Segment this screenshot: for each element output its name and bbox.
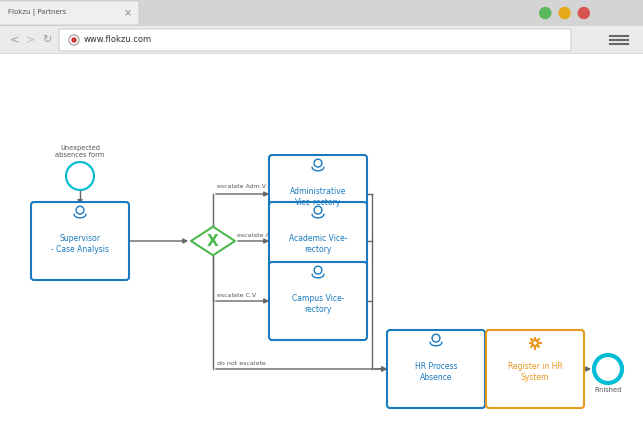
Text: Flokzu | Partners: Flokzu | Partners — [8, 9, 66, 17]
Circle shape — [578, 8, 590, 18]
Text: X: X — [207, 233, 219, 248]
Text: Campus Vice-
rectory: Campus Vice- rectory — [292, 294, 344, 314]
FancyBboxPatch shape — [387, 330, 485, 408]
Text: Unexpected
absences form: Unexpected absences form — [55, 145, 105, 158]
Text: escalate A.V: escalate A.V — [237, 233, 276, 238]
Polygon shape — [191, 227, 235, 255]
FancyBboxPatch shape — [269, 202, 367, 280]
Text: Register in HR
System: Register in HR System — [507, 362, 563, 382]
Text: Academic Vice-
rectory: Academic Vice- rectory — [289, 234, 347, 254]
Text: >: > — [26, 35, 35, 44]
Text: <: < — [10, 35, 19, 44]
Circle shape — [72, 38, 76, 42]
Text: ×: × — [124, 8, 132, 18]
FancyBboxPatch shape — [0, 1, 139, 25]
Text: Finished: Finished — [594, 387, 622, 393]
Circle shape — [539, 8, 551, 18]
FancyBboxPatch shape — [31, 202, 129, 280]
Text: escalate Adm.V: escalate Adm.V — [217, 184, 266, 189]
FancyBboxPatch shape — [0, 26, 643, 53]
Text: do not escalate: do not escalate — [217, 361, 266, 366]
FancyBboxPatch shape — [0, 0, 643, 26]
Text: ↻: ↻ — [42, 35, 51, 44]
FancyBboxPatch shape — [269, 155, 367, 233]
Text: HR Process
Absence: HR Process Absence — [415, 362, 457, 382]
Text: www.flokzu.com: www.flokzu.com — [84, 35, 152, 44]
FancyBboxPatch shape — [269, 262, 367, 340]
Text: Supervisor
- Case Analysis: Supervisor - Case Analysis — [51, 234, 109, 254]
FancyBboxPatch shape — [486, 330, 584, 408]
FancyBboxPatch shape — [0, 53, 643, 426]
Circle shape — [559, 8, 570, 18]
Text: escalate C.V: escalate C.V — [217, 293, 256, 298]
FancyBboxPatch shape — [59, 29, 571, 51]
Text: Administrative
Vice-rectory: Administrative Vice-rectory — [290, 187, 346, 207]
